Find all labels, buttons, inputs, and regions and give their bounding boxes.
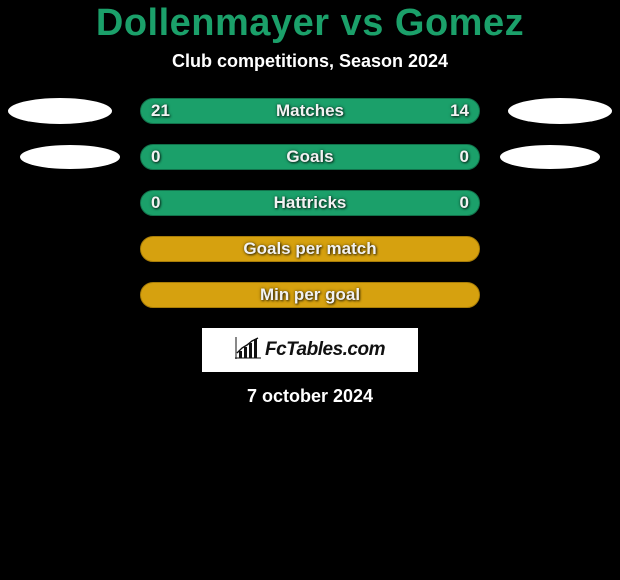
stat-row: Matches21 14	[0, 98, 620, 124]
stat-value-right: 14	[450, 101, 469, 121]
infographic-root: Dollenmayer vs Gomez Club competitions, …	[0, 0, 620, 580]
left-ellipse	[20, 145, 120, 169]
stat-row: Goals per match	[0, 236, 620, 262]
stat-label: Goals	[141, 147, 479, 167]
stat-bar: Hattricks0 0	[140, 190, 480, 216]
right-ellipse	[508, 98, 612, 124]
stat-value-left: 21	[151, 101, 170, 121]
logo-text: FcTables.com	[265, 339, 385, 361]
stat-row: Min per goal	[0, 282, 620, 308]
stat-bar: Matches21 14	[140, 98, 480, 124]
stat-value-right: 0	[460, 147, 469, 167]
stat-value-left: 0	[151, 193, 160, 213]
logo-inner: FcTables.com	[235, 337, 385, 364]
left-ellipse	[8, 98, 112, 124]
stat-value-left: 0	[151, 147, 160, 167]
date-label: 7 october 2024	[0, 386, 620, 407]
right-ellipse	[500, 145, 600, 169]
stat-bar: Min per goal	[140, 282, 480, 308]
subtitle: Club competitions, Season 2024	[0, 51, 620, 72]
stat-label: Goals per match	[141, 239, 479, 259]
stat-bar: Goals per match	[140, 236, 480, 262]
stat-label: Min per goal	[141, 285, 479, 305]
bar-chart-icon	[235, 337, 261, 364]
page-title: Dollenmayer vs Gomez	[0, 2, 620, 45]
stat-label: Matches	[141, 101, 479, 121]
stat-bar: Goals0 0	[140, 144, 480, 170]
stat-label: Hattricks	[141, 193, 479, 213]
stat-rows: Matches2114Goals00Hattricks00Goals per m…	[0, 98, 620, 308]
stat-row: Hattricks0 0	[0, 190, 620, 216]
logo-box: FcTables.com	[202, 328, 418, 372]
stat-row: Goals0 0	[0, 144, 620, 170]
stat-value-right: 0	[460, 193, 469, 213]
